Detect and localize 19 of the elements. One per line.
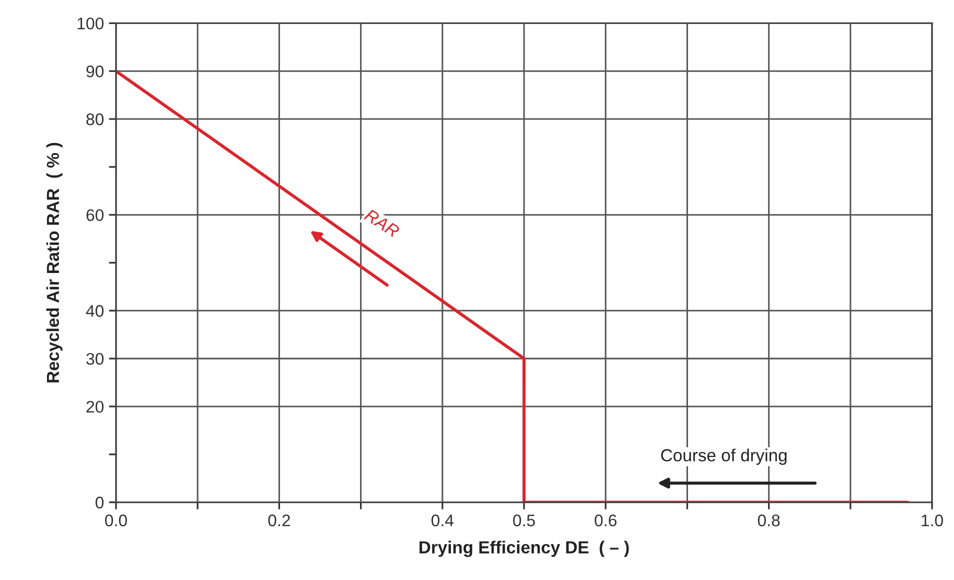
- x-tick-label: 0.4: [431, 514, 454, 526]
- x-tick-label: 0.8: [758, 514, 780, 526]
- y-tick-label: 30: [86, 352, 104, 365]
- x-tick-label: 0.2: [268, 514, 290, 526]
- y-tick-label: 20: [86, 400, 104, 413]
- y-tick-label: 90: [86, 66, 104, 78]
- x-axis-title: Drying Efficiency DE ( – ): [420, 540, 629, 557]
- y-tick-label: 0: [96, 496, 104, 508]
- y-tick-label: 40: [86, 305, 104, 317]
- y-tick-label: 60: [86, 209, 104, 222]
- x-tick-label: 0.0: [105, 514, 127, 526]
- x-tick-label: 1.0: [922, 514, 943, 526]
- annotation: Course of drying: [661, 448, 787, 465]
- annotation: RAR: [364, 208, 400, 238]
- x-tick-label: 0.6: [594, 514, 616, 526]
- y-tick-label: 100: [78, 18, 104, 30]
- y-axis-title: Recycled Air Ratio RAR ( % ): [46, 142, 63, 382]
- y-tick-label: 80: [86, 113, 104, 126]
- x-tick-label: 0.5: [513, 514, 535, 526]
